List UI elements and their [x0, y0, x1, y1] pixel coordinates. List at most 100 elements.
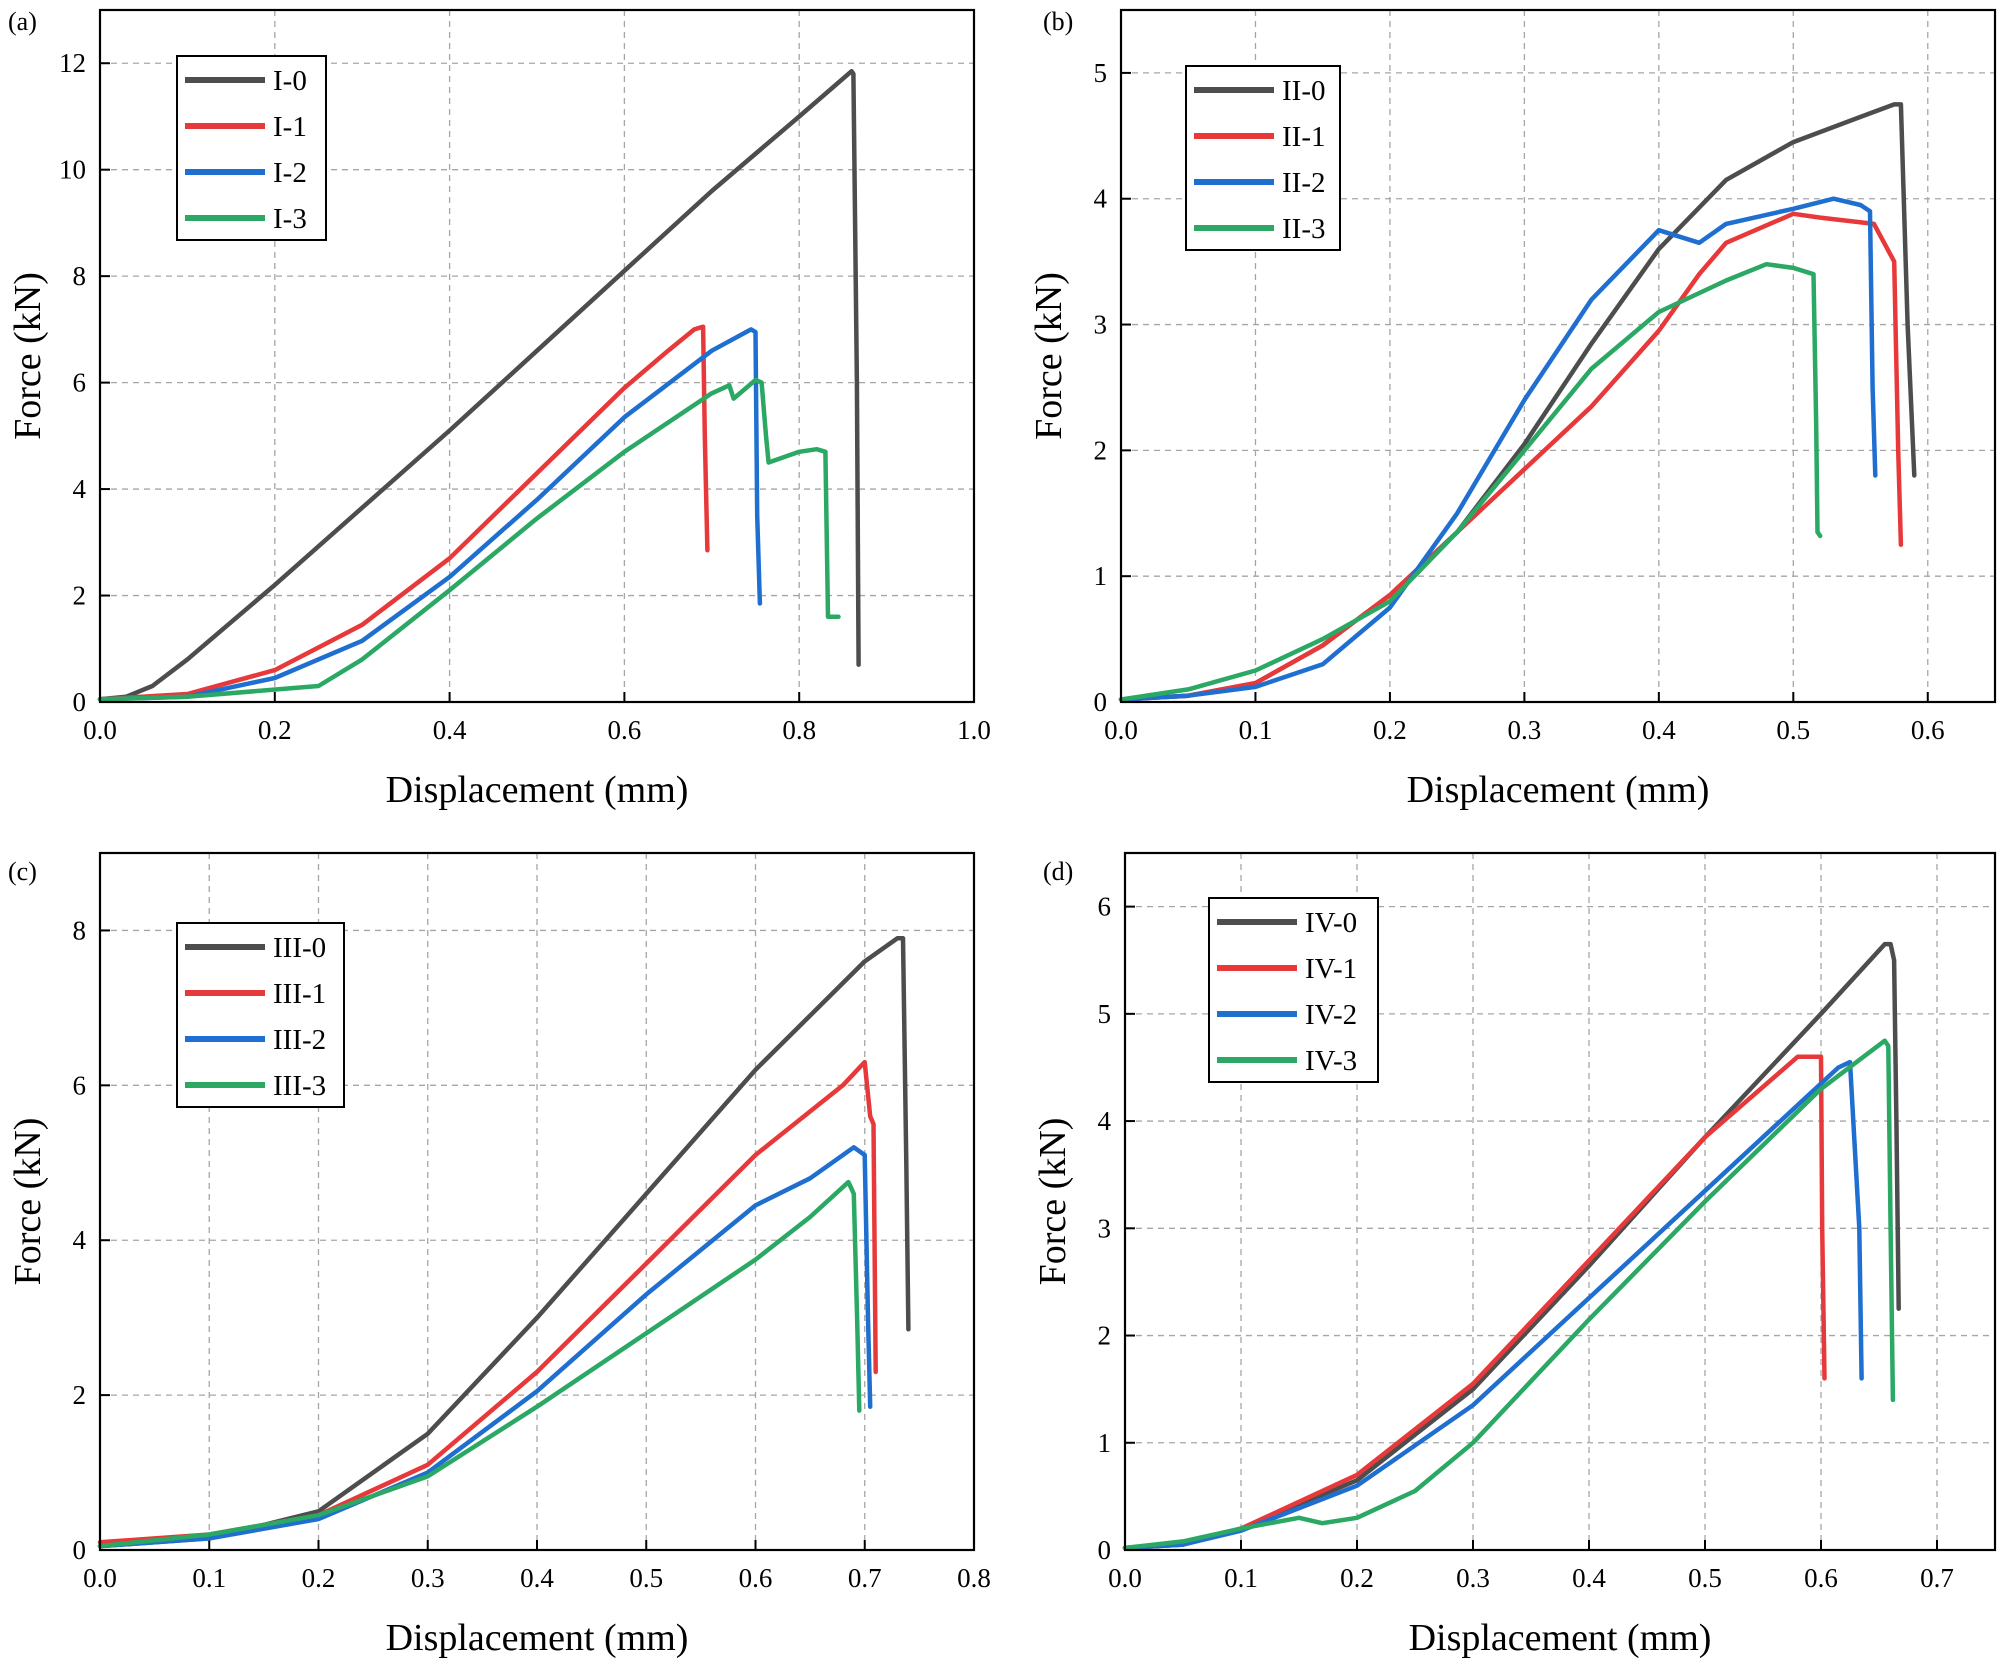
x-tick-label: 0.0	[83, 715, 117, 745]
series-line-I-1	[97, 324, 710, 702]
series-line-II-3	[1118, 261, 1823, 702]
chart-panel-2: 0.0 0.1 0.2 0.3 0.4 0.5 0.6 0 1 2 3 4 5 Displacement …	[1028, 7, 1997, 811]
x-axis-title: Displacement (mm)	[386, 1617, 689, 1659]
x-tick-label: 0.3	[1456, 1563, 1490, 1593]
x-tick-label: 0.7	[1920, 1563, 1954, 1593]
y-tick-label: 10	[59, 155, 86, 185]
x-axis-title: Displacement (mm)	[1407, 769, 1710, 811]
series-line-I-0	[97, 68, 861, 702]
legend-box	[1208, 897, 1379, 1083]
x-tick-label: 0.3	[1508, 715, 1542, 745]
y-tick-label: 6	[73, 368, 87, 398]
x-tick-label: 0.0	[1104, 715, 1138, 745]
legend-label: IV-1	[1305, 953, 1357, 985]
series-line-IV-1	[1122, 1054, 1827, 1551]
y-tick-label: 5	[1098, 999, 1112, 1029]
legend-label: IV-0	[1305, 907, 1357, 939]
x-axis-title: Displacement (mm)	[1409, 1617, 1712, 1659]
y-tick-label: 0	[73, 1535, 87, 1565]
legend-box	[1185, 65, 1341, 251]
legend: II-0 II-1 II-2 II-3	[1185, 65, 1341, 251]
series-line-II-1	[1118, 211, 1904, 702]
x-tick-label: 0.3	[411, 1563, 445, 1593]
legend-label: I-2	[273, 157, 307, 189]
x-tick-label: 0.1	[192, 1563, 226, 1593]
legend-label: III-0	[273, 932, 326, 964]
legend-label: IV-2	[1305, 999, 1357, 1031]
panel-label: (a)	[8, 7, 37, 36]
legend-label: III-2	[273, 1024, 326, 1056]
plot-frame	[98, 8, 976, 704]
x-tick-label: 0.8	[957, 1563, 991, 1593]
chart-panel-3: 0.0 0.1 0.2 0.3 0.4 0.5 0.6 0.7 0.8 0 2 4 6 8 Displace…	[7, 851, 991, 1659]
legend-label: III-1	[273, 978, 326, 1010]
y-tick-label: 8	[73, 915, 87, 945]
x-tick-label: 0.4	[1642, 715, 1676, 745]
y-tick-label: 8	[73, 261, 87, 291]
x-tick-label: 0.2	[302, 1563, 336, 1593]
plot-frame	[1123, 851, 1997, 1552]
y-tick-label: 2	[1094, 435, 1108, 465]
y-tick-label: 4	[1094, 184, 1108, 214]
legend-label: I-1	[273, 111, 307, 143]
y-tick-label: 4	[73, 474, 87, 504]
plot-frame	[98, 851, 976, 1552]
series-line-IV-3	[1122, 1038, 1896, 1551]
y-tick-label: 5	[1094, 58, 1108, 88]
x-tick-label: 1.0	[957, 715, 991, 745]
x-tick-label: 0.6	[608, 715, 642, 745]
y-tick-label: 0	[73, 687, 87, 717]
x-tick-label: 0.6	[1804, 1563, 1838, 1593]
series-line-I-2	[97, 327, 763, 702]
series-line-II-2	[1118, 196, 1878, 702]
x-tick-label: 0.6	[739, 1563, 773, 1593]
legend-label: IV-3	[1305, 1045, 1357, 1077]
panel-label: (c)	[8, 857, 37, 886]
y-tick-label: 0	[1098, 1535, 1112, 1565]
legend-label: I-3	[273, 203, 307, 235]
y-tick-label: 6	[73, 1070, 87, 1100]
legend-label: II-1	[1282, 121, 1325, 153]
series-line-III-2	[97, 1145, 873, 1549]
legend: III-0 III-1 III-2 III-3	[176, 922, 345, 1108]
legend-label: II-3	[1282, 213, 1325, 245]
plot-frame	[1119, 8, 1997, 704]
x-tick-label: 0.8	[782, 715, 816, 745]
x-tick-label: 0.0	[1108, 1563, 1142, 1593]
y-tick-label: 3	[1094, 310, 1108, 340]
legend-label: II-2	[1282, 167, 1325, 199]
y-axis-title: Force (kN)	[1028, 272, 1070, 440]
legend-box	[176, 55, 327, 241]
x-tick-label: 0.2	[1340, 1563, 1374, 1593]
series-line-I-3	[97, 377, 841, 702]
y-tick-label: 3	[1098, 1213, 1112, 1243]
y-axis-title: Force (kN)	[1032, 1118, 1074, 1286]
legend: I-0 I-1 I-2 I-3	[176, 55, 327, 241]
panel-label: (b)	[1043, 7, 1073, 36]
y-tick-label: 4	[1098, 1106, 1112, 1136]
y-tick-label: 0	[1094, 687, 1108, 717]
y-tick-label: 12	[59, 48, 86, 78]
y-tick-label: 4	[73, 1225, 87, 1255]
x-tick-label: 0.0	[83, 1563, 117, 1593]
x-tick-label: 0.1	[1224, 1563, 1258, 1593]
y-tick-label: 2	[1098, 1321, 1112, 1351]
series-line-III-3	[97, 1179, 862, 1549]
legend: IV-0 IV-1 IV-2 IV-3	[1208, 897, 1379, 1083]
y-axis-title: Force (kN)	[7, 1118, 49, 1286]
y-tick-label: 1	[1094, 561, 1108, 591]
series-line-III-0	[97, 935, 911, 1549]
series-line-III-1	[97, 1059, 878, 1545]
x-tick-label: 0.4	[433, 715, 467, 745]
x-tick-label: 0.4	[1572, 1563, 1606, 1593]
panel-label: (d)	[1043, 857, 1073, 886]
x-tick-label: 0.1	[1239, 715, 1273, 745]
x-tick-label: 0.2	[1373, 715, 1407, 745]
legend-label: I-0	[273, 65, 307, 97]
legend-label: II-0	[1282, 75, 1325, 107]
x-tick-label: 0.6	[1911, 715, 1945, 745]
x-tick-label: 0.7	[848, 1563, 882, 1593]
y-tick-label: 6	[1098, 892, 1112, 922]
x-tick-label: 0.5	[629, 1563, 663, 1593]
